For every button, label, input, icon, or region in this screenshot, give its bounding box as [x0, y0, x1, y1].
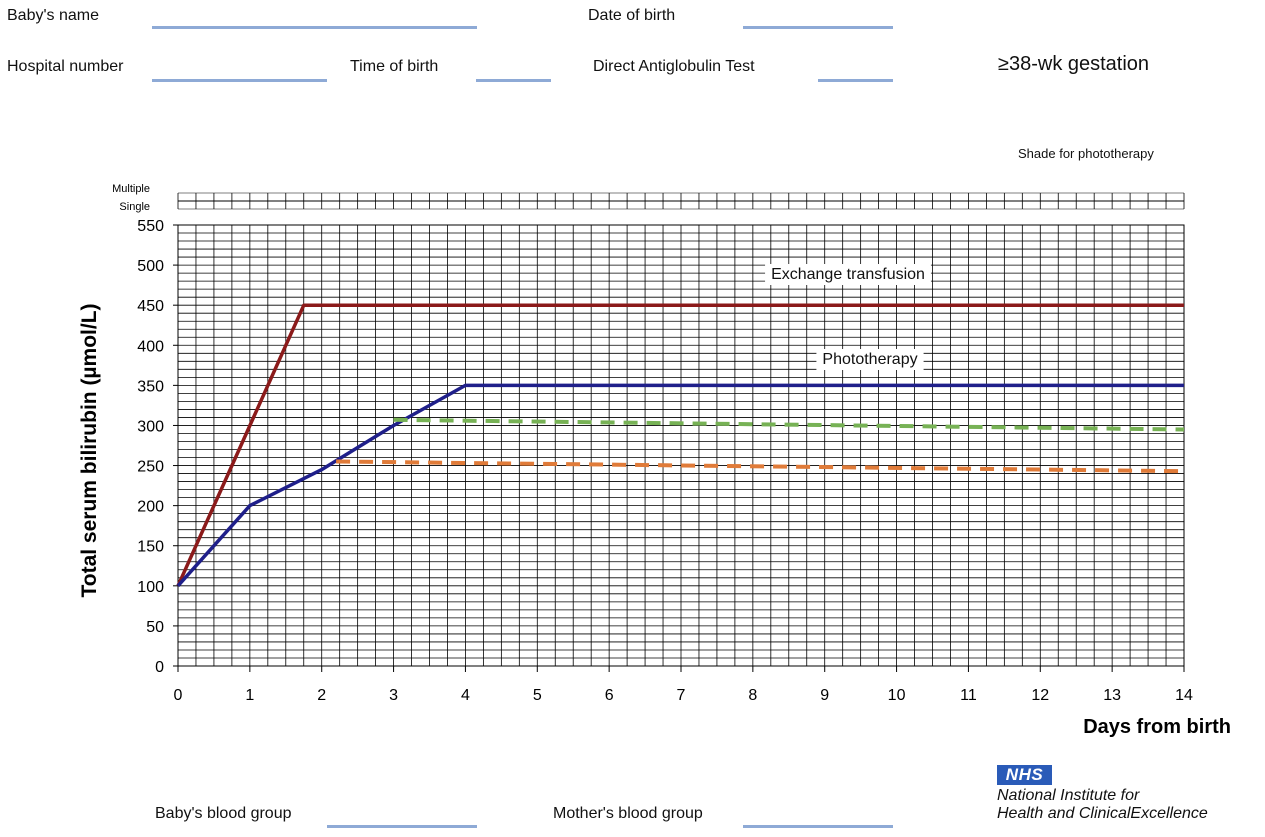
date-of-birth-label: Date of birth [588, 7, 676, 24]
y-tick-label: 400 [137, 338, 164, 355]
x-tick-label: 1 [245, 687, 254, 704]
babys-blood-group-field[interactable] [327, 825, 477, 828]
date-of-birth-field[interactable] [743, 26, 893, 29]
time-of-birth-field[interactable] [476, 79, 551, 82]
x-tick-label: 4 [461, 687, 470, 704]
x-tick-label: 5 [533, 687, 542, 704]
shade-row-label: Multiple [112, 183, 150, 195]
chart-labels: Exchange transfusion Phototherapy Total se… [78, 264, 1231, 738]
x-tick-label: 10 [888, 687, 906, 704]
gestation-label: ≥38-wk gestation [998, 53, 1150, 75]
series-line [336, 459, 1185, 474]
dat-label: Direct Antiglobulin Test [593, 58, 755, 75]
series-label-background [816, 349, 924, 370]
x-axis-title: Days from birth [1083, 716, 1231, 738]
y-tick-label: 350 [137, 378, 164, 395]
hospital-number-field[interactable] [152, 79, 327, 82]
mothers-blood-group-field[interactable] [743, 825, 893, 828]
series-line [176, 383, 1184, 587]
y-tick-label: 450 [137, 298, 164, 315]
series-label: Exchange transfusion [771, 266, 925, 283]
mothers-blood-group-label: Mother's blood group [553, 805, 703, 822]
babys-blood-group-label: Baby's blood group [155, 805, 292, 822]
y-tick-label: 300 [137, 418, 164, 435]
org-name-line2: Health and ClinicalExcellence [997, 805, 1208, 822]
x-tick-label: 6 [605, 687, 614, 704]
x-tick-label: 8 [748, 687, 757, 704]
x-tick-label: 7 [677, 687, 686, 704]
x-tick-label: 2 [317, 687, 326, 704]
x-tick-label: 12 [1031, 687, 1049, 704]
dat-field[interactable] [818, 79, 893, 82]
y-tick-label: 250 [137, 459, 164, 476]
x-tick-label: 9 [820, 687, 829, 704]
shade-row-label: Single [119, 201, 150, 213]
series-line [176, 303, 1184, 587]
chart-grid [177, 224, 1185, 667]
x-tick-label: 11 [960, 687, 977, 704]
hospital-number-label: Hospital number [7, 58, 124, 75]
series-label: Phototherapy [822, 351, 917, 368]
y-tick-label: 150 [137, 539, 164, 556]
y-tick-label: 550 [137, 218, 164, 235]
y-tick-label: 500 [137, 258, 164, 275]
shade-for-phototherapy-label: Shade for phototherapy [1018, 146, 1154, 161]
y-tick-label: 0 [155, 659, 164, 676]
y-tick-label: 200 [137, 499, 164, 516]
x-tick-label: 13 [1103, 687, 1121, 704]
x-tick-label: 3 [389, 687, 398, 704]
y-tick-label: 100 [137, 579, 164, 596]
series-label-background [765, 264, 931, 285]
time-of-birth-label: Time of birth [350, 58, 439, 75]
series-line [393, 417, 1185, 432]
x-tick-label: 0 [174, 687, 183, 704]
y-tick-label: 50 [146, 619, 164, 636]
x-tick-label: 14 [1175, 687, 1193, 704]
babys-name-label: Baby's name [7, 7, 99, 24]
nhs-logo: NHS [997, 765, 1052, 785]
chart-series [176, 303, 1185, 587]
org-name-line1: National Institute for [997, 787, 1140, 804]
babys-name-field[interactable] [152, 26, 477, 29]
y-axis-title: Total serum bilirubin (µmol/L) [78, 303, 101, 597]
phototherapy-shade-rows: Multiple Single [112, 183, 1185, 213]
